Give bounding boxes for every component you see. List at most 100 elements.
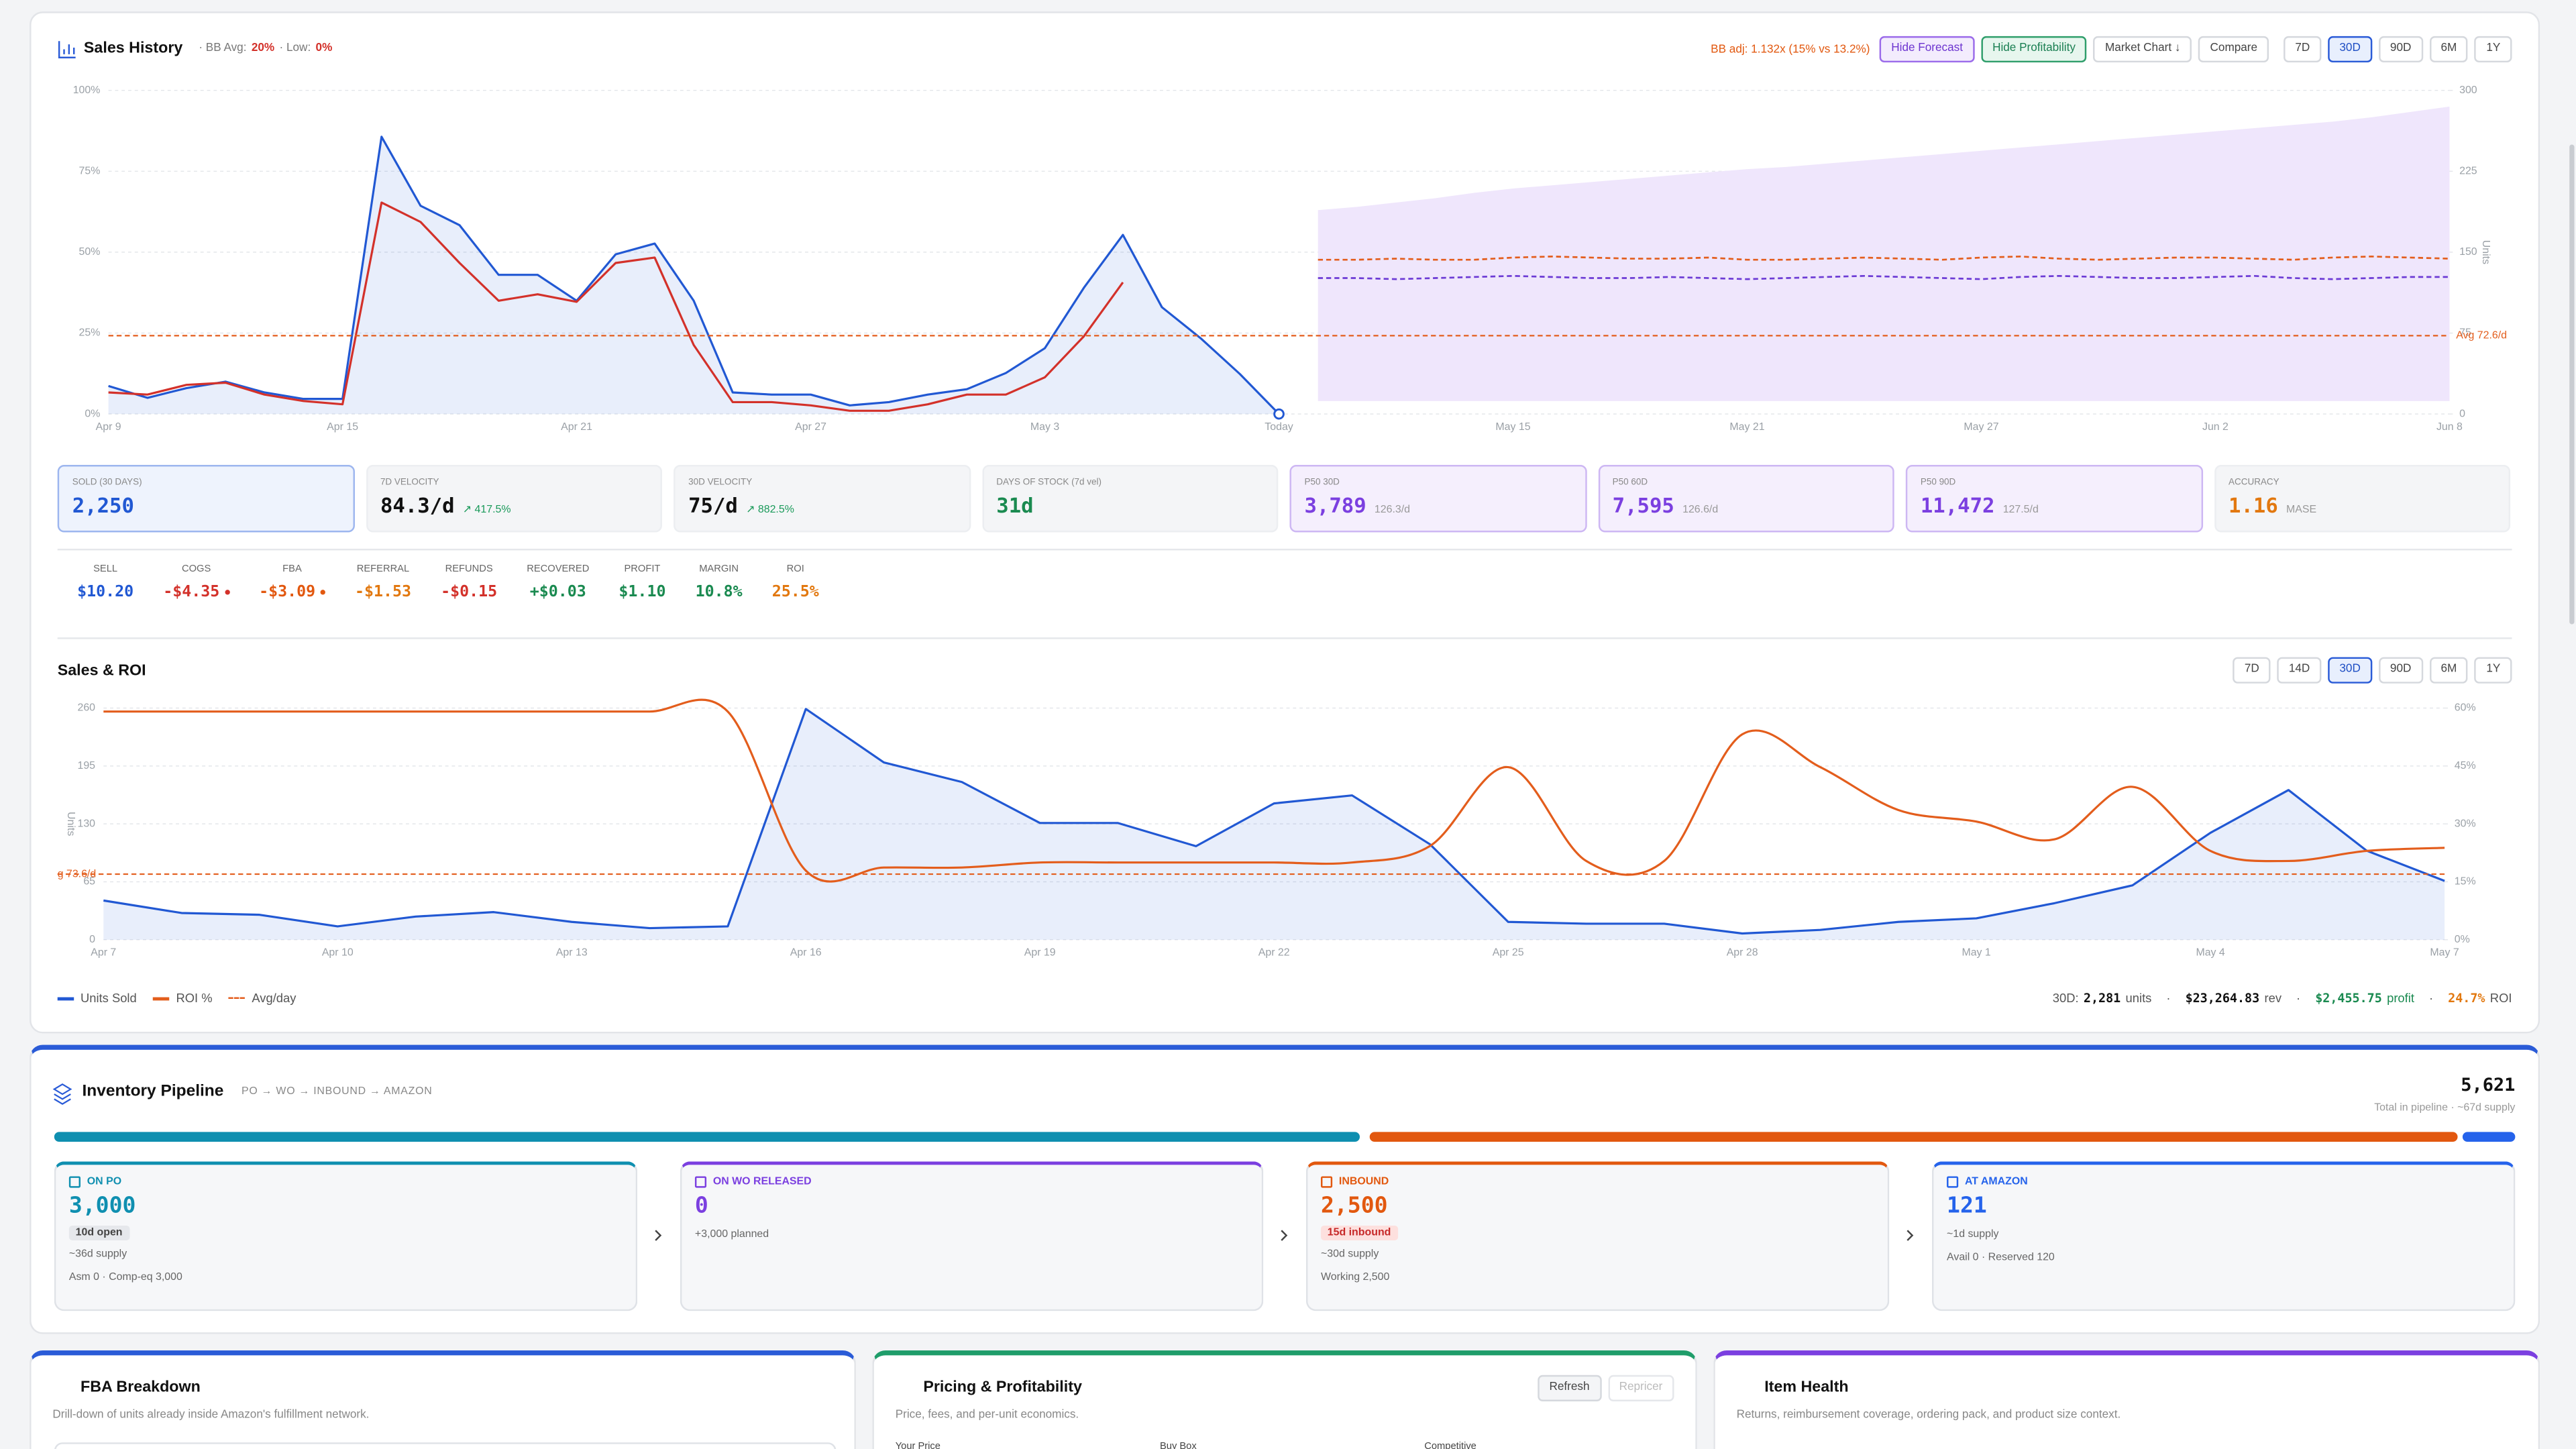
value: 0% <box>315 42 333 54</box>
profit-item: ROI 25.5% <box>772 565 819 601</box>
separator: · <box>2429 990 2434 1006</box>
legend-item: ROI % <box>153 991 213 1006</box>
legend-swatch <box>229 997 246 999</box>
toolbar: BB adj: 1.132x (15% vs 13.2%) Hide Foreca… <box>1711 36 2512 63</box>
profit-item: REFUNDS -$0.15 <box>441 565 497 601</box>
profit-value-row: -$3.09 <box>259 583 325 601</box>
bb-meta: · BB Avg: 20% · Low: 0% <box>199 43 332 54</box>
separator: · <box>2166 990 2171 1006</box>
metric-row: 1.16 MASE <box>2229 493 2316 518</box>
stage-card: ON WO RELEASED 0 +3,000 planned <box>680 1161 1264 1311</box>
button[interactable]: 7D <box>2284 36 2322 63</box>
subtitle: PO → WO → INBOUND → AMAZON <box>241 1085 433 1097</box>
profit-item: FBA -$3.09 <box>259 565 325 601</box>
card-title: Item Health <box>1764 1378 1849 1397</box>
summary-value: 2,281 <box>2083 990 2121 1006</box>
button[interactable]: 1Y <box>2475 36 2512 63</box>
button[interactable]: 1Y <box>2475 657 2512 684</box>
stage-head: ON PO <box>68 1176 122 1188</box>
profit-value-row: $10.20 <box>77 583 133 601</box>
metric-value: 7,595 <box>1612 492 1674 518</box>
profit-value-row: -$0.15 <box>441 583 497 601</box>
metric-value: 75/d <box>688 492 738 518</box>
profit-value-row: +$0.03 <box>530 583 586 601</box>
bb-adj: BB adj: 1.132x (15% vs 13.2%) <box>1711 43 1870 56</box>
legend-item: Avg/day <box>229 991 296 1006</box>
button[interactable]: Refresh <box>1538 1375 1601 1401</box>
profit-value: +$0.03 <box>529 583 586 602</box>
divider <box>57 637 2512 639</box>
inner-panel <box>54 1442 837 1449</box>
legend: Units Sold ROI % Avg/day <box>57 991 297 1006</box>
profit-label: REFUNDS <box>445 565 493 576</box>
metric-row: 2,250 <box>72 493 134 518</box>
metric-row: 84.3/d ↗ 417.5% <box>380 493 511 518</box>
button[interactable]: 6M <box>2429 657 2469 684</box>
stage-label: AT AMAZON <box>1964 1176 2028 1188</box>
profit-label: REFERRAL <box>356 565 410 576</box>
profit-label: RECOVERED <box>527 565 590 576</box>
button[interactable]: 30D <box>2328 657 2372 684</box>
summary: 30D: 2,281 units · $23,264.83 rev · $2,455.75 pr… <box>2053 991 2512 1006</box>
stage-card: ON PO 3,000 10d open ~36d supply Asm 0 · Com… <box>54 1161 638 1311</box>
button[interactable]: Repricer <box>1607 1375 1674 1401</box>
button[interactable]: 7D <box>2233 657 2271 684</box>
metric-label: ACCURACY <box>2229 478 2279 488</box>
profit-item: COGS -$4.35 <box>163 565 230 602</box>
stage-head: AT AMAZON <box>1947 1176 2028 1188</box>
profit-item: REFERRAL -$1.53 <box>355 565 411 601</box>
metric-label: P50 60D <box>1612 478 1648 488</box>
info-card: Pricing & Profitability Price, fees, and … <box>872 1350 1697 1449</box>
button[interactable]: Hide Profitability <box>1980 36 2088 63</box>
stage-card: AT AMAZON 121 ~1d supply Avail 0 · Reserved… <box>1932 1161 2516 1311</box>
stage-value: 0 <box>694 1192 708 1220</box>
button[interactable]: 14D <box>2277 657 2322 684</box>
button[interactable]: Market Chart ↓ <box>2093 36 2192 63</box>
button[interactable]: 90D <box>2378 36 2423 63</box>
stage-head: ON WO RELEASED <box>694 1176 812 1188</box>
metric-value: 11,472 <box>1920 492 1995 518</box>
profit-label: PROFIT <box>624 565 661 576</box>
button[interactable]: 30D <box>2328 36 2372 63</box>
profit-value: -$4.35 <box>163 583 220 602</box>
metric-row: 31d <box>996 493 1033 518</box>
section-title: Inventory Pipeline <box>82 1082 224 1101</box>
stage-icon <box>68 1176 81 1188</box>
button[interactable]: 6M <box>2429 36 2469 63</box>
stage-card: INBOUND 2,500 15d inbound ~30d supply Workin… <box>1305 1161 1890 1311</box>
range-buttons: 7D 14D 30D 90D 6M 1Y <box>2233 657 2512 684</box>
legend-swatch <box>153 996 170 1000</box>
summary-label: units <box>2125 990 2152 1006</box>
dot <box>224 590 230 595</box>
profit-item: MARGIN 10.8% <box>696 565 743 601</box>
legend-item: Units Sold <box>57 991 137 1006</box>
button[interactable]: Compare <box>2198 36 2269 63</box>
scrollbar[interactable] <box>2569 144 2575 625</box>
legend-swatch <box>57 996 74 1000</box>
metric-row: 7,595 126.6/d <box>1613 493 1719 518</box>
profit-value: $1.10 <box>619 583 666 602</box>
summary-label: profit <box>2387 990 2414 1006</box>
summary-value: $2,455.75 <box>2315 990 2382 1006</box>
profit-value-row: 25.5% <box>772 583 819 601</box>
summary-value: $23,264.83 <box>2185 990 2260 1006</box>
stage-icon <box>1947 1176 1959 1188</box>
metric-card: ACCURACY 1.16 MASE <box>2214 465 2511 533</box>
dot <box>320 590 325 595</box>
stage-value: 121 <box>1947 1192 1987 1220</box>
separator: · <box>2296 990 2301 1006</box>
stage-value: 3,000 <box>68 1192 136 1220</box>
info-card: FBA Breakdown Drill-down of units already… <box>30 1350 856 1449</box>
profit-label: COGS <box>181 565 211 576</box>
stage-label: ON PO <box>87 1176 122 1188</box>
profit-value-row: -$4.35 <box>163 583 230 602</box>
card-title: FBA Breakdown <box>80 1378 201 1397</box>
button[interactable]: 90D <box>2378 657 2423 684</box>
stage-note: ~36d supply <box>68 1248 127 1260</box>
button[interactable]: Hide Forecast <box>1880 36 1975 63</box>
profit-row: SELL $10.20 COGS -$4.35 FBA -$3.09 REFERRAL -$1… <box>77 565 819 601</box>
card-buttons: Refresh Repricer <box>1538 1375 1674 1401</box>
profit-value: -$1.53 <box>354 583 412 602</box>
metric-value: 1.16 <box>2229 492 2278 518</box>
